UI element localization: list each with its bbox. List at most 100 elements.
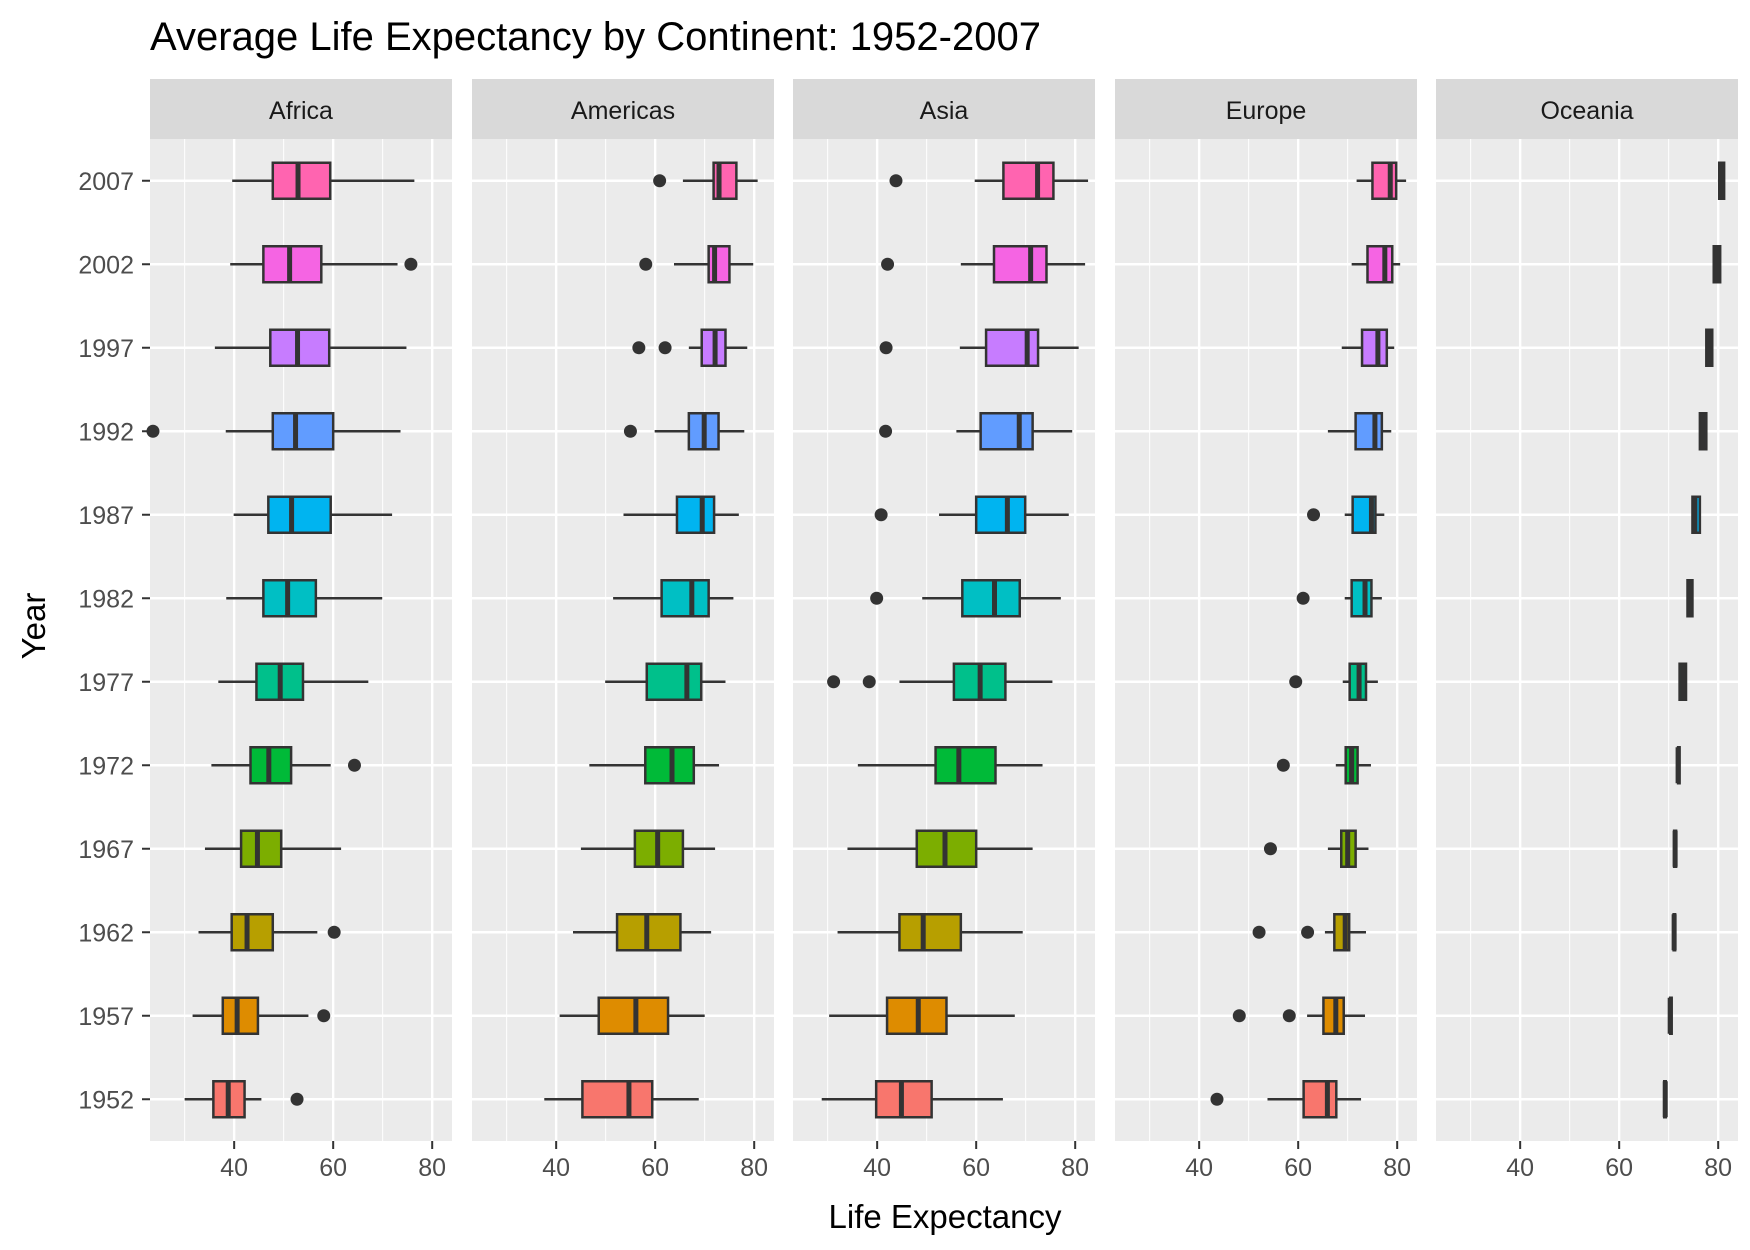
box-oceania-2007 bbox=[1717, 161, 1726, 200]
box-asia-1977 bbox=[827, 662, 1053, 701]
y-tick-label: 1957 bbox=[78, 1003, 134, 1031]
x-tick-label: 40 bbox=[1185, 1154, 1213, 1182]
iqr-box bbox=[1360, 328, 1389, 367]
box-oceania-1992 bbox=[1698, 412, 1708, 451]
iqr-box bbox=[675, 495, 716, 534]
facet-strip-label: Asia bbox=[920, 97, 969, 125]
panel-background bbox=[793, 139, 1095, 1141]
box-europe-2007 bbox=[1356, 161, 1407, 200]
x-tick-label: 80 bbox=[1704, 1154, 1732, 1182]
facet-panel-europe: Europe 40 60 80 bbox=[1115, 79, 1417, 1182]
outlier-point bbox=[347, 758, 361, 772]
iqr-box bbox=[271, 412, 335, 451]
box-asia-1962 bbox=[837, 913, 1023, 952]
box-americas-1957 bbox=[559, 996, 705, 1035]
y-tick-label: 1977 bbox=[78, 669, 134, 697]
box-europe-1957 bbox=[1232, 996, 1366, 1035]
box-asia-2002 bbox=[881, 245, 1086, 284]
box-oceania-1967 bbox=[1672, 829, 1678, 868]
panel-background bbox=[472, 139, 774, 1141]
outlier-point bbox=[870, 591, 884, 605]
box-oceania-1977 bbox=[1678, 662, 1688, 701]
box-europe-1962 bbox=[1252, 913, 1367, 952]
facet-strip-label: Europe bbox=[1226, 97, 1307, 125]
box-africa-1952 bbox=[184, 1080, 304, 1119]
y-tick-label: 1982 bbox=[78, 585, 134, 613]
x-tick-label: 80 bbox=[1061, 1154, 1089, 1182]
box-oceania-1957 bbox=[1667, 996, 1673, 1035]
box-africa-1957 bbox=[192, 996, 331, 1035]
outlier-point bbox=[146, 424, 160, 438]
box-oceania-1972 bbox=[1675, 746, 1681, 785]
iqr-box bbox=[239, 829, 283, 868]
outlier-point bbox=[862, 675, 876, 689]
box-africa-1962 bbox=[198, 913, 341, 952]
outlier-point bbox=[327, 925, 341, 939]
x-tick-label: 60 bbox=[319, 1154, 347, 1182]
iqr-box bbox=[1302, 1080, 1338, 1119]
outlier-point bbox=[1232, 1009, 1246, 1023]
facet-strip-label: Americas bbox=[571, 97, 675, 125]
y-axis: 1952 1957 1962 1967 1972 1977 1982 1987 1992 1997… bbox=[78, 168, 150, 1114]
facet-strip bbox=[472, 79, 774, 139]
outlier-point bbox=[653, 174, 667, 188]
box-americas-1987 bbox=[623, 495, 739, 534]
box-africa-2007 bbox=[232, 161, 415, 200]
iqr-box bbox=[581, 1080, 654, 1119]
chart-title: Average Life Expectancy by Continent: 19… bbox=[150, 15, 1041, 59]
outlier-point bbox=[1307, 508, 1321, 522]
box-oceania-1997 bbox=[1705, 328, 1714, 367]
box-europe-1997 bbox=[1341, 328, 1395, 367]
box-asia-1972 bbox=[857, 746, 1043, 785]
iqr-box bbox=[984, 328, 1040, 367]
x-tick-label: 40 bbox=[1506, 1154, 1534, 1182]
iqr-box bbox=[660, 579, 710, 618]
iqr-box bbox=[645, 662, 703, 701]
facet-strip bbox=[1436, 79, 1738, 139]
iqr-box bbox=[974, 495, 1027, 534]
panel-background bbox=[1115, 139, 1417, 1141]
box-asia-1957 bbox=[829, 996, 1015, 1035]
y-tick-label: 1987 bbox=[78, 502, 134, 530]
box-americas-1992 bbox=[623, 412, 745, 451]
box-americas-1997 bbox=[632, 328, 748, 367]
box-asia-1952 bbox=[821, 1080, 1003, 1119]
outlier-point bbox=[404, 257, 418, 271]
iqr-box bbox=[262, 245, 323, 284]
x-tick-label: 80 bbox=[1383, 1154, 1411, 1182]
facet-strip bbox=[793, 79, 1095, 139]
box-africa-1977 bbox=[218, 662, 369, 701]
iqr-box bbox=[1350, 579, 1373, 618]
outlier-point bbox=[1282, 1009, 1296, 1023]
box-asia-1987 bbox=[874, 495, 1069, 534]
outlier-point bbox=[1289, 675, 1303, 689]
outlier-point bbox=[1210, 1092, 1224, 1106]
x-tick-label: 40 bbox=[220, 1154, 248, 1182]
y-tick-label: 1992 bbox=[78, 418, 134, 446]
outlier-point bbox=[889, 174, 903, 188]
facet-strip bbox=[1115, 79, 1417, 139]
outlier-point bbox=[874, 508, 888, 522]
box-africa-1967 bbox=[204, 829, 342, 868]
box-asia-1997 bbox=[879, 328, 1079, 367]
box-africa-2002 bbox=[230, 245, 418, 284]
outlier-point bbox=[1276, 758, 1290, 772]
y-tick-label: 1952 bbox=[78, 1086, 134, 1114]
box-europe-1987 bbox=[1307, 495, 1385, 534]
y-axis-title: Year bbox=[15, 593, 52, 660]
box-americas-1962 bbox=[572, 913, 712, 952]
iqr-box bbox=[1354, 412, 1384, 451]
y-tick-label: 2007 bbox=[78, 168, 134, 196]
x-tick-label: 40 bbox=[542, 1154, 570, 1182]
box-asia-1967 bbox=[847, 829, 1033, 868]
outlier-point bbox=[632, 341, 646, 355]
box-asia-2007 bbox=[889, 161, 1089, 200]
outlier-point bbox=[879, 341, 893, 355]
box-oceania-1982 bbox=[1686, 579, 1694, 618]
iqr-box bbox=[1366, 245, 1394, 284]
iqr-box bbox=[979, 412, 1034, 451]
outlier-point bbox=[658, 341, 672, 355]
iqr-box bbox=[992, 245, 1048, 284]
y-tick-label: 1967 bbox=[78, 836, 134, 864]
